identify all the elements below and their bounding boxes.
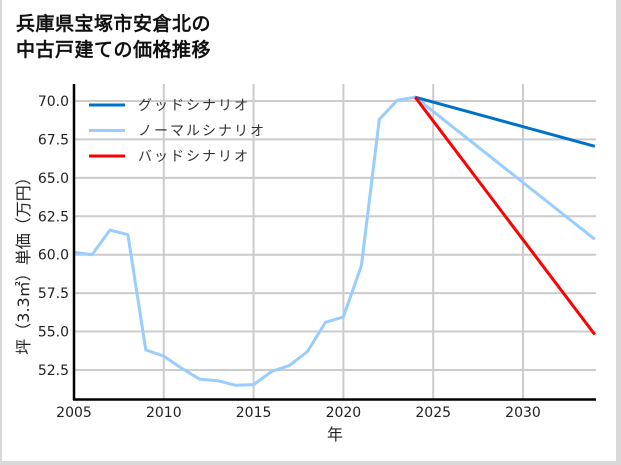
y-tick-label: 57.5: [38, 286, 69, 302]
legend-label: グッドシナリオ: [138, 98, 250, 114]
series-lines: [74, 95, 596, 387]
y-tick-label: 65.0: [38, 171, 69, 187]
chart-title-line2: 中古戸建ての価格推移: [16, 39, 212, 61]
x-tick-label: 2005: [56, 405, 92, 421]
y-tick-label: 60.0: [38, 248, 69, 264]
series-line: [74, 95, 596, 387]
legend-label: ノーマルシナリオ: [138, 124, 266, 140]
x-tick-label: 2030: [505, 405, 541, 421]
series-line: [414, 95, 596, 148]
y-tick-label: 55.0: [38, 325, 69, 341]
axes: [72, 84, 596, 401]
y-axis-label: 坪（3.3㎡）単価（万円）: [14, 169, 33, 354]
x-tick-labels: 2005 2010 2015 2020 2025 2030: [56, 405, 541, 421]
chart-title: 兵庫県宝塚市安倉北の 中古戸建ての価格推移: [16, 11, 211, 63]
x-tick-label: 2020: [326, 405, 362, 421]
x-tick-label: 2015: [236, 405, 272, 421]
series-line: [414, 96, 596, 336]
legend-label: バッドシナリオ: [138, 149, 250, 165]
x-axis-label: 年: [327, 425, 343, 444]
chart-title-line1: 兵庫県宝塚市安倉北の: [16, 13, 212, 35]
y-tick-label: 67.5: [38, 132, 69, 148]
x-tick-label: 2010: [146, 405, 182, 421]
y-tick-label: 52.5: [38, 363, 69, 379]
x-tick-label: 2025: [415, 405, 451, 421]
y-tick-label: 70.0: [38, 94, 69, 110]
gridlines: [74, 84, 596, 399]
y-tick-labels: 52.5 55.0 57.5 60.0 62.5 65.0 67.5 70.0: [38, 94, 69, 379]
y-tick-label: 62.5: [38, 209, 69, 225]
